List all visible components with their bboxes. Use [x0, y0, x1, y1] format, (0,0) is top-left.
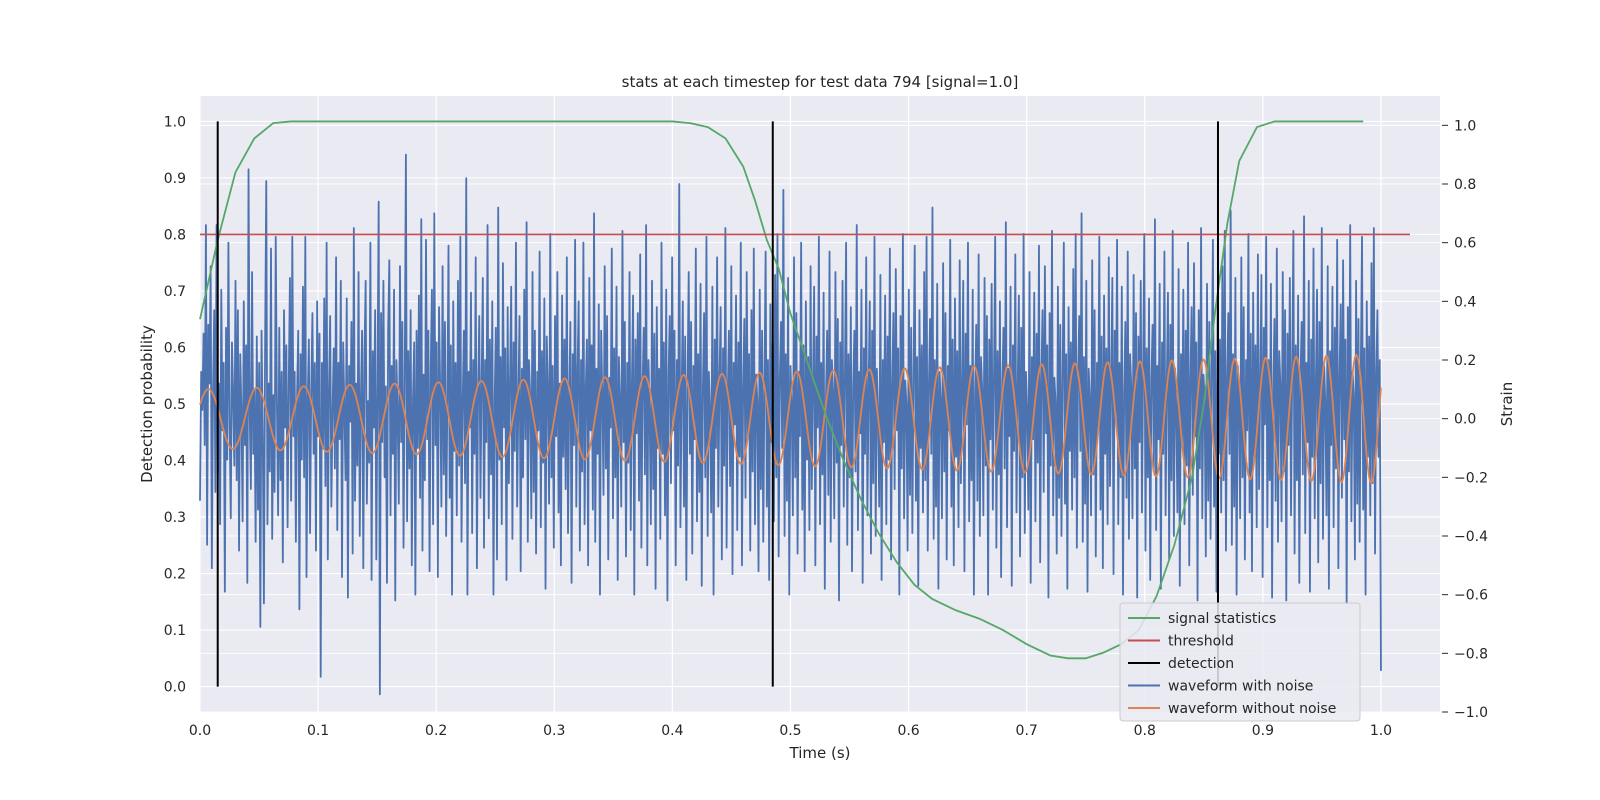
chart-title: stats at each timestep for test data 794… — [622, 73, 1019, 91]
x-tick-label: 0.2 — [425, 723, 447, 739]
y2-tick-label: 1.0 — [1454, 118, 1476, 134]
y-axis-title: Detection probability — [138, 325, 156, 483]
legend-item-detection: detection — [1128, 656, 1234, 672]
y-tick-label: 0.7 — [164, 284, 186, 300]
legend-item-waveform-with-noise: waveform with noise — [1128, 679, 1313, 695]
y-tick-label: 0.2 — [164, 567, 186, 583]
x-tick-label: 0.0 — [189, 723, 211, 739]
series-signal-statistics — [199, 120, 1364, 660]
y2-tick-label: −0.6 — [1454, 588, 1488, 604]
x-axis-title: Time (s) — [789, 744, 851, 762]
y2-tick-label: −1.0 — [1454, 705, 1488, 721]
y-tick-label: 0.0 — [164, 680, 186, 696]
legend-label: threshold — [1168, 634, 1234, 650]
y2-axis-title: Strain — [1498, 382, 1516, 426]
x-tick-label: 0.4 — [661, 723, 683, 739]
x-tick-label: 0.1 — [307, 723, 329, 739]
legend-item-signal-statistics: signal statistics — [1128, 611, 1276, 627]
series-waveform-without-noise — [199, 353, 1382, 485]
legend-label: detection — [1168, 656, 1234, 672]
series-layer — [199, 120, 1410, 696]
y-tick-label: 0.3 — [164, 510, 186, 526]
x-tick-label: 0.8 — [1134, 723, 1156, 739]
y-tick-label: 0.9 — [164, 171, 186, 187]
x-tick-label: 1.0 — [1370, 723, 1392, 739]
y2-tick-label: 0.0 — [1454, 412, 1476, 428]
legend-label: waveform without noise — [1168, 701, 1336, 717]
legend-label: signal statistics — [1168, 611, 1276, 627]
y2-tick-label: 0.2 — [1454, 353, 1476, 369]
legend-label: waveform with noise — [1168, 679, 1313, 695]
y2-tick-label: 0.8 — [1454, 177, 1476, 193]
series-waveform-with-noise — [199, 153, 1382, 696]
legend-box — [1119, 602, 1361, 722]
y2-tick-label: −0.4 — [1454, 529, 1488, 545]
y-tick-label: 0.4 — [164, 454, 186, 470]
legend-item-threshold: threshold — [1128, 634, 1234, 650]
y-tick-label: 0.6 — [164, 340, 186, 356]
y2-tick-label: 0.4 — [1454, 294, 1476, 310]
y-tick-label: 0.5 — [164, 397, 186, 413]
y2-tick-label: −0.2 — [1454, 470, 1488, 486]
x-tick-label: 0.6 — [897, 723, 919, 739]
y-tick-label: 1.0 — [164, 114, 186, 130]
y2-tick-label: −0.8 — [1454, 646, 1488, 662]
y-tick-label: 0.1 — [164, 623, 186, 639]
x-tick-label: 0.3 — [543, 723, 565, 739]
y-tick-label: 0.8 — [164, 227, 186, 243]
x-tick-label: 0.7 — [1016, 723, 1038, 739]
y2-tick-label: 0.6 — [1454, 236, 1476, 252]
x-tick-label: 0.9 — [1252, 723, 1274, 739]
legend: signal statistics threshold detection wa… — [1119, 602, 1361, 722]
legend-item-waveform-without-noise: waveform without noise — [1128, 701, 1336, 717]
x-tick-label: 0.5 — [779, 723, 801, 739]
tick-layer: 0.0 0.1 0.2 0.3 0.4 0.5 0.6 0.7 0.8 0.9 1.0 0.0 0.1 0… — [164, 114, 1488, 739]
